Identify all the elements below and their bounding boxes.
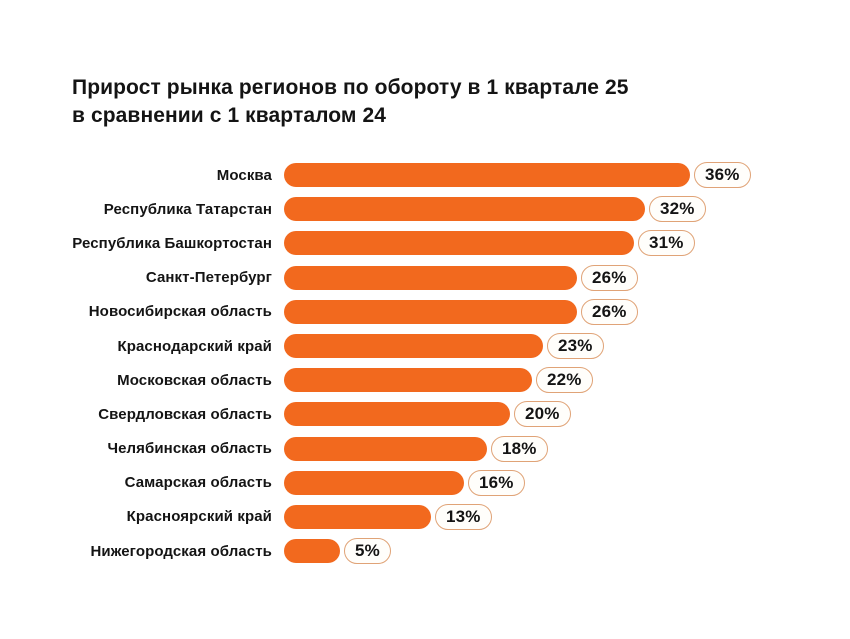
chart-row: Красноярский край 13% (0, 500, 850, 534)
chart-row: Краснодарский край 23% (0, 329, 850, 363)
bar-track: 16% (284, 469, 850, 496)
value-badge: 5% (344, 538, 391, 565)
bar-track: 26% (284, 264, 850, 291)
value-bar (284, 265, 577, 290)
value-bar (284, 436, 487, 461)
value-badge: 18% (491, 435, 548, 462)
value-badge: 13% (435, 503, 492, 530)
value-badge: 16% (468, 469, 525, 496)
value-bar (284, 470, 464, 495)
region-label: Республика Татарстан (103, 200, 272, 218)
bar-track: 26% (284, 298, 850, 325)
bar-track: 31% (284, 230, 850, 257)
chart-row: Свердловская область 20% (0, 397, 850, 431)
value-bar (284, 368, 532, 393)
chart-row: Московская область 22% (0, 363, 850, 397)
value-bar (284, 334, 543, 359)
chart-row: Челябинская область 18% (0, 432, 850, 466)
bar-track: 18% (284, 435, 850, 462)
value-badge: 23% (547, 333, 604, 360)
region-label: Санкт-Петербург (145, 269, 272, 287)
region-label: Свердловская область (98, 405, 272, 423)
bar-track: 32% (284, 196, 850, 223)
value-badge: 26% (581, 264, 638, 291)
region-label: Краснодарский край (117, 337, 272, 355)
value-bar (284, 163, 690, 188)
region-label: Красноярский край (126, 508, 272, 526)
bar-track: 23% (284, 333, 850, 360)
chart-row: Санкт-Петербург 26% (0, 261, 850, 295)
value-badge: 20% (514, 401, 571, 428)
bar-track: 36% (284, 162, 850, 189)
value-badge: 32% (649, 196, 706, 223)
region-label: Новосибирская область (88, 303, 272, 321)
chart-row: Москва 36% (0, 158, 850, 192)
chart-title: Прирост рынка регионов по обороту в 1 кв… (72, 76, 629, 127)
value-badge: 26% (581, 298, 638, 325)
value-bar (284, 504, 431, 529)
bar-chart: Москва 36% Республика Татарстан 32% Респ… (0, 158, 850, 568)
chart-row: Новосибирская область 26% (0, 295, 850, 329)
region-label: Челябинская область (107, 440, 272, 458)
chart-row: Республика Татарстан 32% (0, 192, 850, 226)
bar-track: 20% (284, 401, 850, 428)
chart-row: Самарская область 16% (0, 466, 850, 500)
value-bar (284, 539, 340, 564)
region-label: Москва (216, 166, 272, 184)
region-label: Республика Башкортостан (72, 234, 272, 252)
value-bar (284, 197, 645, 222)
value-bar (284, 402, 510, 427)
bar-track: 5% (284, 538, 850, 565)
value-badge: 22% (536, 367, 593, 394)
region-label: Самарская область (124, 474, 272, 492)
bar-track: 13% (284, 503, 850, 530)
value-bar (284, 231, 634, 256)
value-bar (284, 299, 577, 324)
chart-row: Нижегородская область 5% (0, 534, 850, 568)
value-badge: 31% (638, 230, 695, 257)
region-label: Нижегородская область (90, 542, 272, 560)
region-label: Московская область (117, 371, 272, 389)
value-badge: 36% (694, 162, 751, 189)
bar-track: 22% (284, 367, 850, 394)
chart-row: Республика Башкортостан 31% (0, 226, 850, 260)
